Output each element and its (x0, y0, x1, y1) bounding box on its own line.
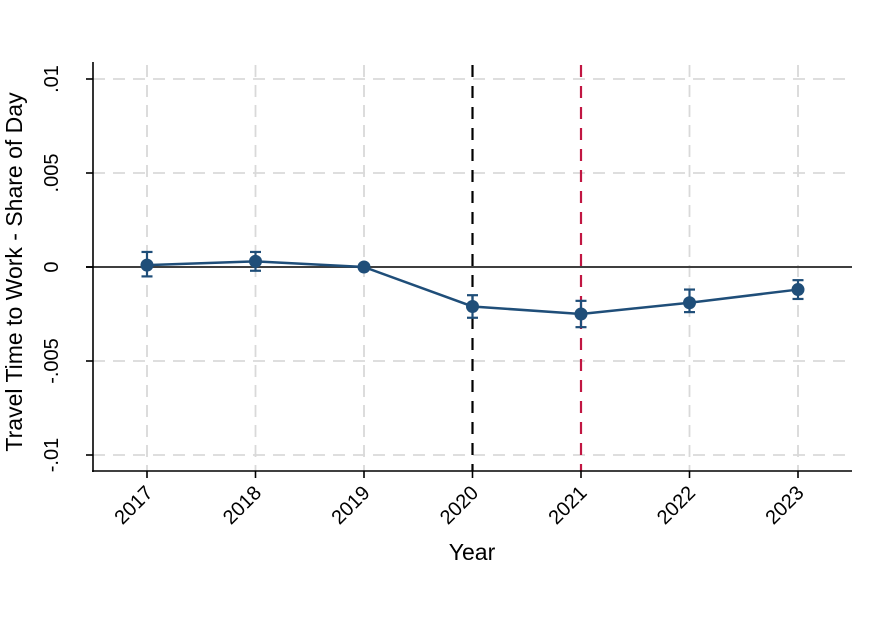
x-tick-label-2019: 2019 (328, 482, 375, 529)
data-point-2021 (574, 307, 588, 321)
y-tick-label: -.01 (41, 438, 63, 472)
x-tick-label-2021: 2021 (545, 482, 592, 529)
data-point-2017 (140, 258, 154, 272)
y-tick-label: 0 (41, 261, 63, 272)
data-point-2020 (466, 299, 479, 313)
data-point-2018 (249, 254, 262, 268)
y-axis-title: Travel Time to Work - Share of Day (1, 92, 27, 452)
x-tick-label-2017: 2017 (111, 482, 158, 529)
y-tick-label: .01 (41, 65, 63, 93)
data-point-2019 (357, 260, 371, 274)
data-point-2022 (683, 296, 696, 310)
y-tick-label: .005 (41, 154, 63, 193)
x-tick-label-2023: 2023 (762, 482, 809, 529)
x-tick-label-2018: 2018 (219, 482, 266, 529)
y-tick-label: -.005 (41, 338, 63, 384)
data-point-2023 (791, 283, 805, 297)
x-axis-title: Year (449, 539, 496, 565)
x-tick-label-2022: 2022 (653, 482, 700, 529)
x-tick-label-2020: 2020 (436, 482, 483, 529)
